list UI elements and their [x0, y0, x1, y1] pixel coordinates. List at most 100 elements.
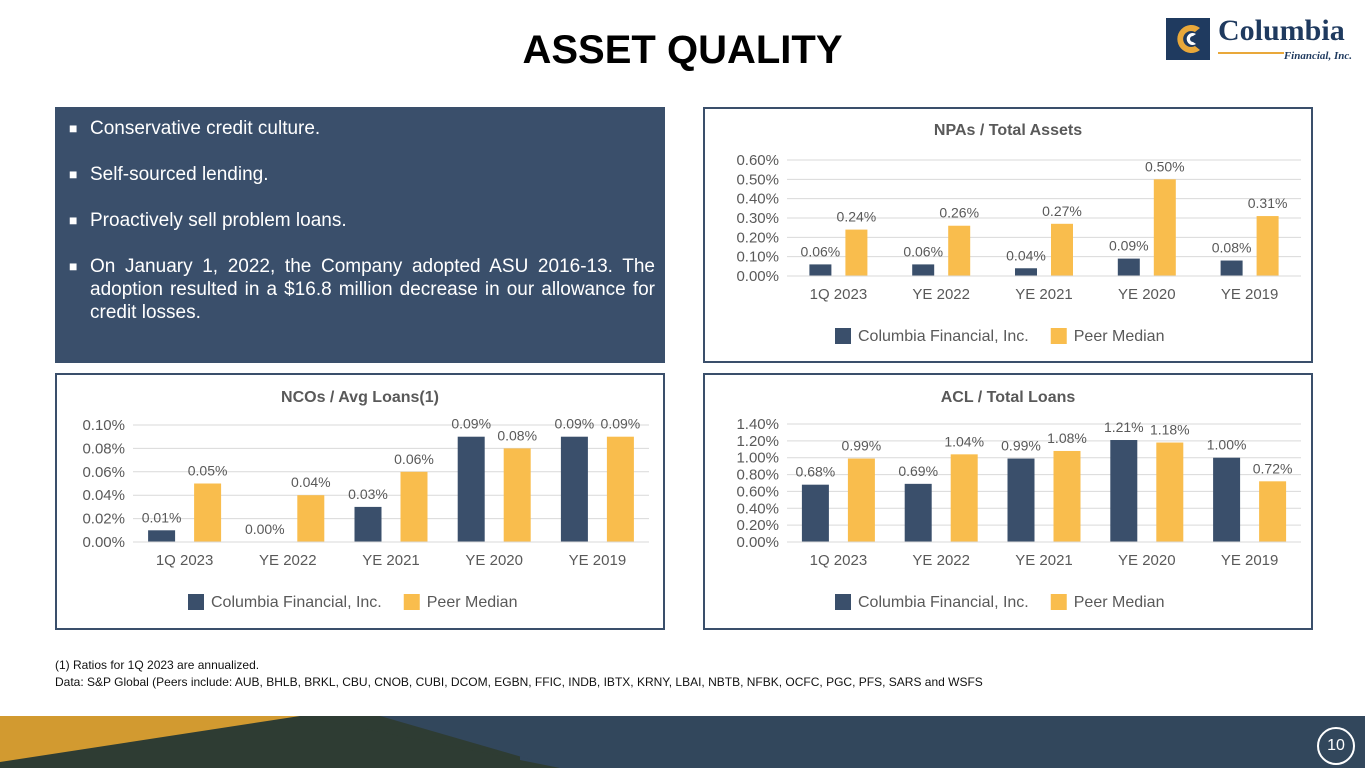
bar-peer: [950, 454, 978, 542]
data-label: 0.04%: [1006, 247, 1046, 263]
x-tick-label: YE 2021: [1015, 286, 1073, 303]
x-tick-label: YE 2022: [912, 552, 970, 569]
data-label: 0.99%: [842, 438, 882, 454]
bar-peer: [1259, 481, 1287, 542]
npa-chart: NPAs / Total Assets 0.00% 0.10% 0.20% 0.30% 0…: [736, 122, 1301, 345]
footnote-data-source: Data: S&P Global (Peers include: AUB, BH…: [55, 675, 983, 689]
bar-columbia: [801, 484, 829, 542]
y-tick-label: 0.40%: [736, 500, 779, 517]
y-tick-label: 0.10%: [82, 417, 125, 434]
y-tick-label: 0.00%: [736, 534, 779, 551]
bar-peer: [1153, 179, 1176, 276]
data-label: 0.00%: [245, 521, 285, 537]
data-label: 1.21%: [1104, 419, 1144, 435]
y-tick-label: 0.02%: [82, 511, 125, 528]
y-tick-label: 0.80%: [736, 467, 779, 484]
nco-chart-panel: NCOs / Avg Loans(1) 0.00% 0.02% 0.04% 0.06% 0…: [55, 373, 665, 630]
bullet-text: On January 1, 2022, the Company adopted …: [90, 256, 655, 323]
legend-swatch: [1050, 594, 1067, 610]
legend-swatch: [835, 594, 851, 610]
columbia-logo-icon: [1166, 18, 1210, 60]
logo-name: Columbia: [1218, 14, 1345, 47]
y-tick-label: 0.20%: [736, 229, 779, 246]
legend-label: Peer Median: [1074, 594, 1165, 611]
data-label: 0.09%: [1109, 238, 1149, 254]
data-label: 0.06%: [394, 451, 434, 467]
x-tick-label: 1Q 2023: [810, 552, 868, 569]
x-tick-label: YE 2021: [362, 552, 420, 569]
data-label: 0.24%: [837, 209, 877, 225]
data-label: 0.72%: [1253, 460, 1293, 476]
x-tick-label: YE 2021: [1015, 552, 1073, 569]
bar-peer: [503, 448, 531, 542]
y-tick-label: 0.08%: [82, 440, 125, 457]
legend-swatch: [835, 328, 851, 344]
x-tick-label: YE 2020: [465, 552, 523, 569]
y-tick-label: 1.40%: [736, 416, 779, 433]
npa-chart-panel: NPAs / Total Assets 0.00% 0.10% 0.20% 0.30% 0…: [703, 107, 1313, 363]
bar-peer: [1256, 216, 1279, 276]
x-tick-label: YE 2022: [259, 552, 317, 569]
bar-peer: [1051, 223, 1073, 276]
bullet-text: Proactively sell problem loans.: [90, 210, 347, 231]
y-tick-label: 0.60%: [736, 152, 779, 169]
bar-peer: [1156, 442, 1184, 542]
data-label: 0.69%: [898, 463, 938, 479]
y-tick-label: 0.00%: [82, 534, 125, 551]
bullet-item: ■ On January 1, 2022, the Company adopte…: [69, 255, 655, 324]
bar-columbia: [1213, 457, 1241, 542]
acl-chart: ACL / Total Loans 0.00%0.20%0.40%0.60%0.8…: [736, 389, 1301, 611]
data-label: 0.05%: [188, 463, 228, 479]
y-tick-label: 0.20%: [736, 517, 779, 534]
y-tick-label: 1.00%: [736, 450, 779, 467]
data-label: 0.08%: [1212, 240, 1252, 256]
y-tick-label: 0.10%: [736, 249, 779, 266]
bullet-marker: ■: [69, 166, 78, 182]
bullet-item: ■ Conservative credit culture.: [69, 117, 655, 140]
y-tick-label: 0.04%: [82, 487, 125, 504]
bar-peer: [1053, 450, 1081, 542]
bullet-marker: ■: [69, 258, 78, 274]
bar-columbia: [904, 483, 932, 542]
x-tick-label: YE 2019: [569, 552, 627, 569]
data-label: 0.31%: [1248, 195, 1288, 211]
data-label: 0.03%: [348, 486, 388, 502]
data-label: 0.68%: [796, 464, 836, 480]
legend-swatch: [1050, 328, 1067, 344]
x-tick-label: YE 2022: [912, 286, 970, 303]
bullet-item: ■ Proactively sell problem loans.: [69, 209, 655, 232]
y-tick-label: 0.00%: [736, 268, 779, 285]
bar-peer: [606, 436, 634, 542]
data-label: 0.06%: [801, 243, 841, 259]
x-tick-label: YE 2019: [1221, 286, 1279, 303]
bar-peer: [948, 225, 971, 276]
data-label: 0.06%: [903, 243, 943, 259]
y-tick-label: 0.40%: [736, 191, 779, 208]
x-tick-label: YE 2019: [1221, 552, 1279, 569]
data-label: 1.04%: [944, 433, 984, 449]
logo-rule: [1218, 52, 1284, 54]
bar-columbia: [809, 264, 832, 276]
bullet-text: Self-sourced lending.: [90, 164, 269, 185]
bar-columbia: [1007, 458, 1035, 542]
bar-peer: [297, 495, 325, 542]
bar-columbia: [148, 530, 176, 542]
legend-label: Columbia Financial, Inc.: [211, 594, 382, 611]
data-label: 1.18%: [1150, 422, 1190, 438]
data-label: 0.08%: [497, 427, 537, 443]
page-title: ASSET QUALITY: [522, 28, 843, 72]
bar-columbia: [912, 264, 935, 276]
company-logo: Columbia Financial, Inc.: [1166, 14, 1352, 64]
bar-peer: [845, 229, 868, 276]
footnote-ratios: (1) Ratios for 1Q 2023 are annualized.: [55, 658, 260, 672]
data-label: 0.01%: [142, 509, 182, 525]
y-tick-label: 0.60%: [736, 483, 779, 500]
x-tick-label: YE 2020: [1118, 552, 1176, 569]
data-label: 0.27%: [1042, 203, 1082, 219]
legend-swatch: [403, 594, 420, 610]
bullet-item: ■ Self-sourced lending.: [69, 163, 655, 186]
bar-peer: [194, 483, 222, 542]
bar-columbia: [560, 436, 588, 542]
logo-subtitle: Financial, Inc.: [1283, 50, 1352, 62]
data-label: 0.09%: [601, 416, 641, 432]
